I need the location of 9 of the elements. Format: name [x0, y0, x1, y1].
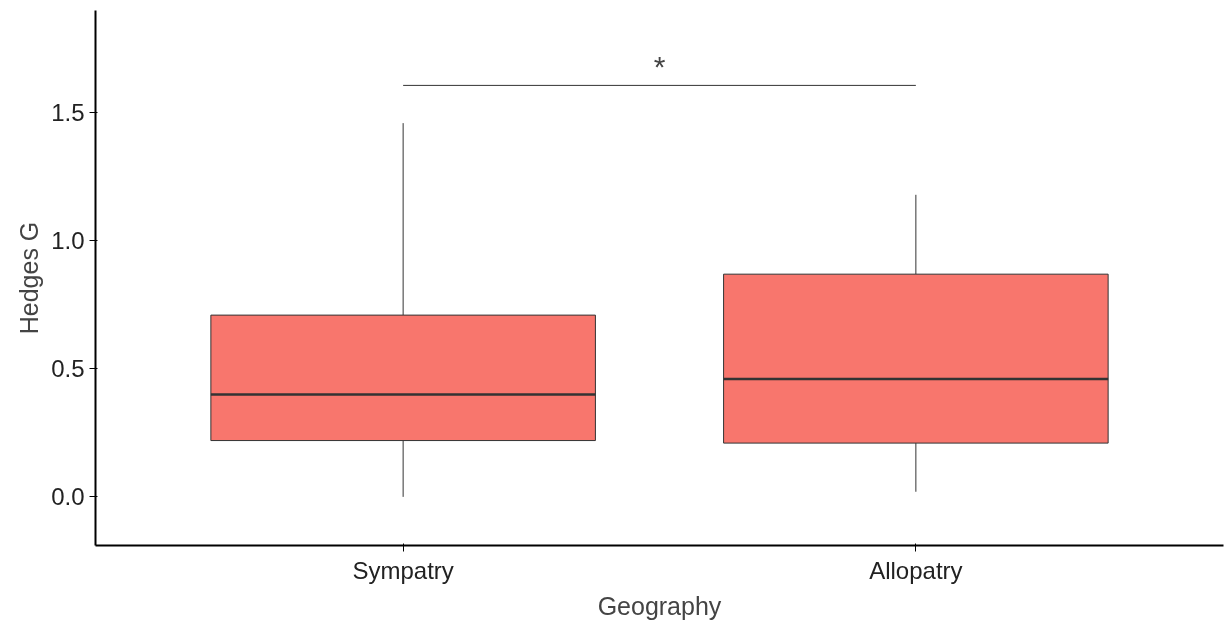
y-tick-label: 0.0 — [51, 483, 85, 511]
y-tick-label: 1.5 — [51, 99, 85, 127]
y-tick-label: 0.5 — [51, 355, 85, 383]
annotation: * — [653, 50, 666, 84]
y-tick-label: 1.0 — [51, 227, 85, 255]
x-axis-title: Geography — [597, 591, 722, 620]
y-axis-title: Hedges G — [15, 221, 44, 335]
x-tick-label: Sympatry — [352, 556, 454, 584]
x-tick-label: Allopatry — [869, 556, 963, 584]
